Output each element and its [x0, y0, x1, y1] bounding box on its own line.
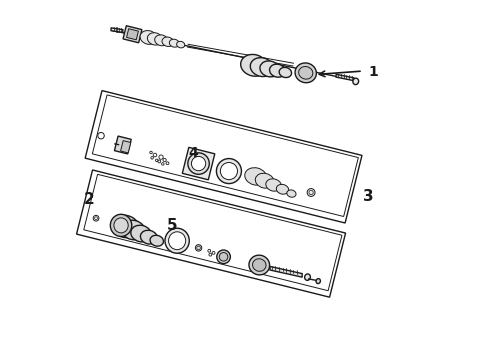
Ellipse shape	[245, 168, 267, 185]
Ellipse shape	[155, 35, 168, 46]
Polygon shape	[336, 74, 354, 81]
Ellipse shape	[147, 33, 163, 45]
Text: 3: 3	[363, 189, 373, 203]
Ellipse shape	[260, 61, 279, 77]
Ellipse shape	[162, 37, 173, 46]
Ellipse shape	[279, 67, 292, 77]
Text: 5: 5	[167, 218, 177, 233]
Ellipse shape	[250, 58, 273, 77]
Ellipse shape	[192, 157, 206, 171]
Ellipse shape	[220, 252, 228, 261]
Ellipse shape	[165, 228, 189, 253]
Ellipse shape	[241, 54, 267, 76]
Ellipse shape	[150, 235, 164, 246]
Ellipse shape	[141, 230, 157, 244]
Ellipse shape	[353, 78, 359, 85]
Polygon shape	[115, 136, 131, 154]
Ellipse shape	[196, 245, 202, 251]
Polygon shape	[85, 91, 362, 223]
Ellipse shape	[266, 179, 281, 191]
Ellipse shape	[169, 232, 186, 249]
Polygon shape	[121, 141, 131, 153]
Polygon shape	[182, 147, 215, 180]
Polygon shape	[126, 29, 138, 40]
Polygon shape	[270, 266, 302, 277]
Ellipse shape	[170, 39, 179, 47]
Ellipse shape	[298, 67, 313, 79]
Ellipse shape	[270, 64, 286, 77]
Text: 1: 1	[368, 65, 378, 79]
Ellipse shape	[305, 274, 310, 280]
Ellipse shape	[131, 225, 151, 242]
Text: 4: 4	[188, 146, 198, 160]
Polygon shape	[76, 170, 345, 297]
Text: 2: 2	[84, 192, 95, 207]
Ellipse shape	[276, 184, 289, 194]
Ellipse shape	[255, 173, 274, 188]
Ellipse shape	[140, 31, 157, 44]
Ellipse shape	[176, 41, 185, 48]
Ellipse shape	[287, 190, 296, 197]
Ellipse shape	[316, 279, 320, 284]
Polygon shape	[111, 28, 123, 32]
Ellipse shape	[249, 255, 270, 275]
Ellipse shape	[220, 162, 238, 180]
Ellipse shape	[112, 215, 139, 238]
Ellipse shape	[295, 63, 317, 83]
Polygon shape	[123, 26, 142, 43]
Ellipse shape	[110, 214, 132, 237]
Ellipse shape	[188, 153, 209, 174]
Ellipse shape	[217, 158, 242, 184]
Ellipse shape	[114, 218, 128, 233]
Ellipse shape	[121, 220, 145, 240]
Ellipse shape	[307, 189, 315, 197]
Ellipse shape	[252, 259, 266, 271]
Ellipse shape	[217, 250, 230, 264]
